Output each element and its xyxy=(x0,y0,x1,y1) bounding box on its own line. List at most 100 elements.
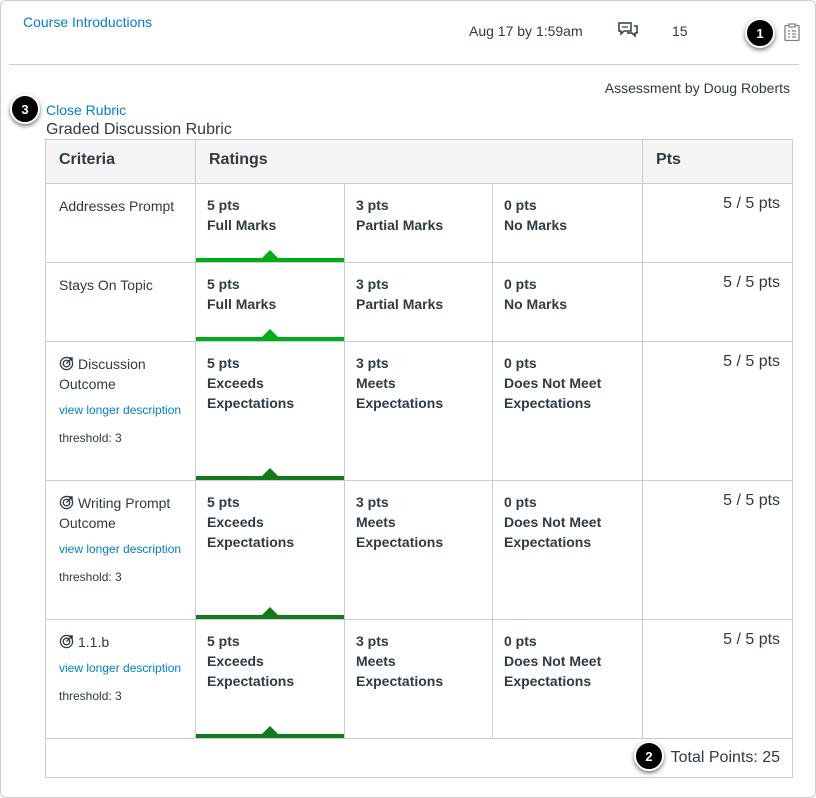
assessment-by: Assessment by Doug Roberts xyxy=(604,80,790,96)
criterion-cell: Stays On Topic xyxy=(45,262,196,342)
rubric-table: Criteria Ratings Pts Addresses Prompt 5 … xyxy=(44,139,794,778)
selected-indicator xyxy=(262,250,278,258)
criterion-score: 5 / 5 pts xyxy=(642,341,794,481)
rating-cell[interactable]: 3 pts Meets Expectations xyxy=(344,341,493,481)
criterion-label: Stays On Topic xyxy=(59,277,153,293)
submission-header: Course Introductions Aug 17 by 1:59am 15 xyxy=(9,1,800,65)
criterion-score: 5 / 5 pts xyxy=(642,183,794,263)
view-longer-description-link[interactable]: view longer description xyxy=(59,403,182,417)
discussion-reply-icon xyxy=(618,22,638,38)
rating-label: Does Not Meet Expectations xyxy=(504,514,602,550)
threshold-label: threshold: 3 xyxy=(59,570,122,584)
rating-points: 0 pts xyxy=(504,494,537,510)
rating-label: Meets Expectations xyxy=(356,653,444,689)
rating-cell[interactable]: 0 pts No Marks xyxy=(491,183,644,263)
selected-bar xyxy=(196,258,344,262)
rating-cell[interactable]: 3 pts Partial Marks xyxy=(344,262,493,342)
rating-cell[interactable]: 3 pts Meets Expectations xyxy=(344,480,493,620)
rating-cell[interactable]: 0 pts Does Not Meet Expectations xyxy=(491,480,644,620)
callout-badge-3: 3 xyxy=(10,94,40,124)
criterion-score: 5 / 5 pts xyxy=(642,619,794,739)
criterion-label: 1.1.b xyxy=(78,634,110,650)
criteria-header: Criteria xyxy=(45,139,196,184)
criterion-cell: 1.1.b view longer description threshold:… xyxy=(45,619,196,739)
criterion-label: Discussion Outcome xyxy=(59,356,146,392)
rating-points: 5 pts xyxy=(207,494,240,510)
rating-points: 0 pts xyxy=(504,355,537,371)
selected-indicator xyxy=(262,607,278,615)
rating-label: Exceeds Expectations xyxy=(207,514,295,550)
rating-cell[interactable]: 3 pts Partial Marks xyxy=(344,183,493,263)
callout-badge-2: 2 xyxy=(634,741,664,771)
rating-cell[interactable]: 0 pts Does Not Meet Expectations xyxy=(491,619,644,739)
selected-bar xyxy=(196,476,344,480)
rating-label: Full Marks xyxy=(207,217,277,233)
table-row: Writing Prompt Outcome view longer descr… xyxy=(45,480,794,620)
table-row: 1.1.b view longer description threshold:… xyxy=(45,619,794,739)
selected-indicator xyxy=(262,468,278,476)
rating-label: Does Not Meet Expectations xyxy=(504,653,602,689)
total-row: Total Points: 25 xyxy=(44,738,794,778)
ratings-header: Ratings xyxy=(194,139,644,184)
outcome-target-icon xyxy=(59,356,74,371)
rating-points: 3 pts xyxy=(356,633,389,649)
rating-points: 0 pts xyxy=(504,633,537,649)
view-longer-description-link[interactable]: view longer description xyxy=(59,542,182,556)
rating-cell-selected[interactable]: 5 pts Full Marks xyxy=(195,262,345,342)
outcome-target-icon xyxy=(59,495,74,510)
rating-points: 3 pts xyxy=(356,276,389,292)
threshold-label: threshold: 3 xyxy=(59,689,122,703)
rating-cell-selected[interactable]: 5 pts Exceeds Expectations xyxy=(195,619,345,739)
criterion-label: Writing Prompt Outcome xyxy=(59,495,171,531)
course-introductions-link[interactable]: Course Introductions xyxy=(23,14,153,30)
rating-points: 3 pts xyxy=(356,355,389,371)
table-row: Stays On Topic 5 pts Full Marks 3 pts Pa… xyxy=(45,262,794,342)
rating-points: 0 pts xyxy=(504,276,537,292)
rating-label: Full Marks xyxy=(207,296,277,312)
rating-points: 3 pts xyxy=(356,494,389,510)
rating-label: Meets Expectations xyxy=(356,514,444,550)
rating-cell-selected[interactable]: 5 pts Full Marks xyxy=(195,183,345,263)
rating-points: 5 pts xyxy=(207,633,240,649)
criterion-score: 5 / 5 pts xyxy=(642,262,794,342)
rating-cell-selected[interactable]: 5 pts Exceeds Expectations xyxy=(195,341,345,481)
close-rubric-link[interactable]: Close Rubric xyxy=(46,102,127,118)
criterion-score: 5 / 5 pts xyxy=(642,480,794,620)
rating-label: Partial Marks xyxy=(356,296,444,312)
rating-points: 3 pts xyxy=(356,197,389,213)
rating-cell[interactable]: 0 pts No Marks xyxy=(491,262,644,342)
selected-indicator xyxy=(262,726,278,734)
criterion-cell: Discussion Outcome view longer descripti… xyxy=(45,341,196,481)
rating-points: 0 pts xyxy=(504,197,537,213)
rating-points: 5 pts xyxy=(207,355,240,371)
table-row: Discussion Outcome view longer descripti… xyxy=(45,341,794,481)
outcome-target-icon xyxy=(59,634,74,649)
rating-points: 5 pts xyxy=(207,197,240,213)
selected-bar xyxy=(196,337,344,341)
pts-header: Pts xyxy=(642,139,794,184)
callout-badge-1: 1 xyxy=(745,18,775,48)
total-points: Total Points: 25 xyxy=(44,738,794,778)
table-row: Addresses Prompt 5 pts Full Marks 3 pts … xyxy=(45,183,794,263)
rating-label: No Marks xyxy=(504,296,568,312)
rating-cell[interactable]: 0 pts Does Not Meet Expectations xyxy=(491,341,644,481)
selected-bar xyxy=(196,734,344,738)
rating-label: Meets Expectations xyxy=(356,375,444,411)
view-longer-description-link[interactable]: view longer description xyxy=(59,661,182,675)
criterion-label: Addresses Prompt xyxy=(59,198,175,214)
criterion-cell: Addresses Prompt xyxy=(45,183,196,263)
rubric-clipboard-icon[interactable] xyxy=(784,23,800,41)
threshold-label: threshold: 3 xyxy=(59,431,122,445)
selected-bar xyxy=(196,615,344,619)
criterion-cell: Writing Prompt Outcome view longer descr… xyxy=(45,480,196,620)
rating-cell-selected[interactable]: 5 pts Exceeds Expectations xyxy=(195,480,345,620)
reply-count: 15 xyxy=(672,23,688,39)
selected-indicator xyxy=(262,329,278,337)
rating-label: Partial Marks xyxy=(356,217,444,233)
rating-label: Exceeds Expectations xyxy=(207,653,295,689)
rubric-title: Graded Discussion Rubric xyxy=(46,121,232,138)
rating-points: 5 pts xyxy=(207,276,240,292)
rating-label: Does Not Meet Expectations xyxy=(504,375,602,411)
rating-cell[interactable]: 3 pts Meets Expectations xyxy=(344,619,493,739)
